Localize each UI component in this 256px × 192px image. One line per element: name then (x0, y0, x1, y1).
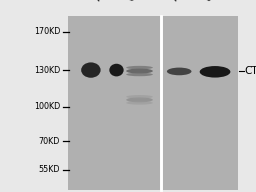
Text: 55KD: 55KD (39, 166, 60, 174)
Text: HeLa: HeLa (93, 0, 116, 4)
Ellipse shape (126, 101, 153, 105)
Ellipse shape (126, 97, 153, 102)
Text: PC3: PC3 (170, 0, 189, 4)
Ellipse shape (109, 64, 124, 76)
Text: 70KD: 70KD (39, 137, 60, 146)
Text: U251: U251 (204, 0, 227, 4)
Ellipse shape (126, 69, 153, 74)
Ellipse shape (126, 66, 153, 69)
Text: 130KD: 130KD (34, 66, 60, 74)
Ellipse shape (126, 95, 153, 98)
Ellipse shape (81, 62, 101, 78)
Text: COS1: COS1 (127, 0, 151, 4)
Ellipse shape (126, 73, 153, 76)
Ellipse shape (200, 66, 230, 78)
Text: 170KD: 170KD (34, 27, 60, 36)
Text: 100KD: 100KD (34, 102, 60, 111)
Bar (68, 16, 160, 190)
Bar (163, 16, 238, 190)
Text: CTCF: CTCF (244, 66, 256, 76)
Ellipse shape (167, 68, 191, 75)
